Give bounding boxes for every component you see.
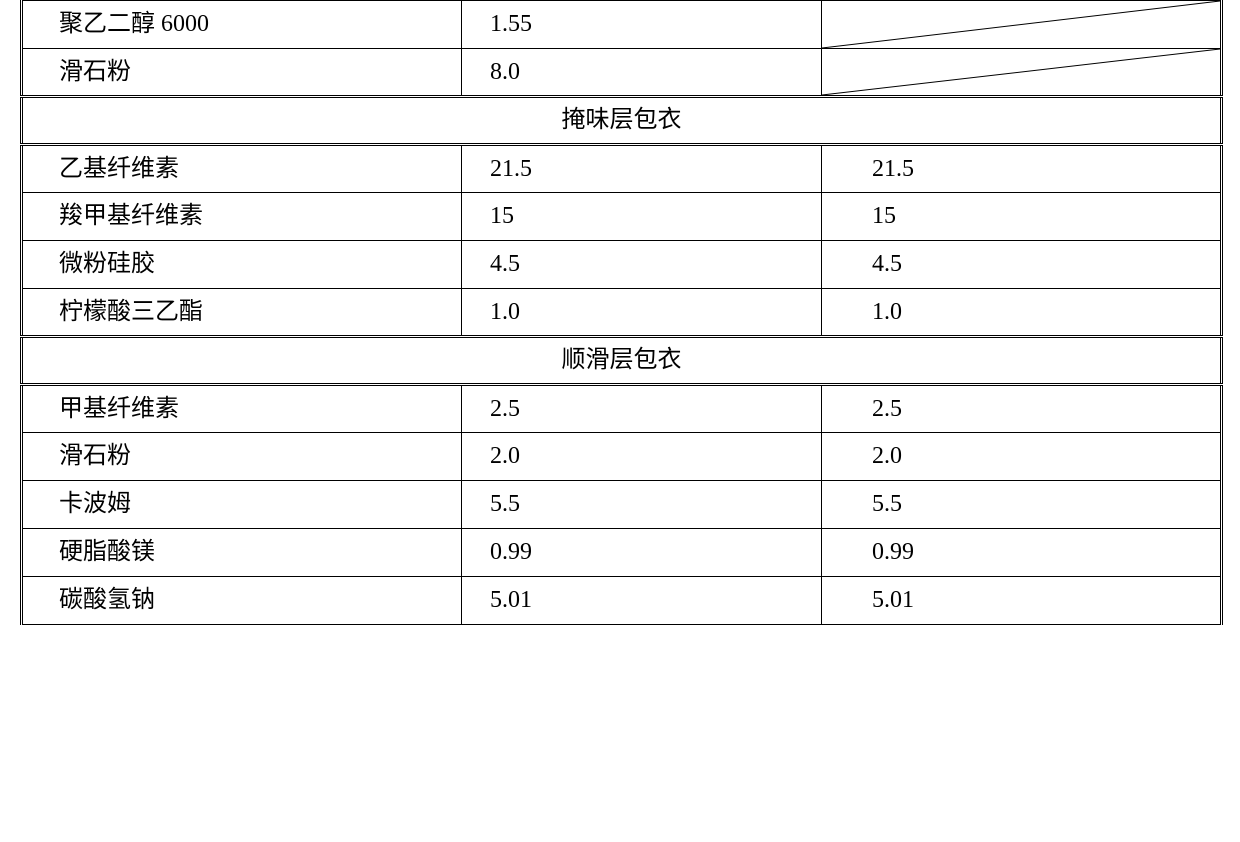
section-header: 掩味层包衣 [22,97,1222,145]
ingredient-name: 甲基纤维素 [22,385,462,433]
table-row: 卡波姆 5.5 5.5 [22,481,1222,529]
ingredient-name: 滑石粉 [22,433,462,481]
formulation-table: 聚乙二醇 6000 1.55 滑石粉 8.0 掩味层包衣 乙基纤维素 21.5 [20,0,1223,625]
table-row: 柠檬酸三乙酯 1.0 1.0 [22,289,1222,337]
ingredient-value-a: 1.55 [462,1,822,49]
ingredient-value-a: 8.0 [462,49,822,97]
ingredient-value-b: 21.5 [822,145,1222,193]
ingredient-name: 乙基纤维素 [22,145,462,193]
table-row: 微粉硅胶 4.5 4.5 [22,241,1222,289]
ingredient-value-b: 4.5 [822,241,1222,289]
ingredient-name: 碳酸氢钠 [22,577,462,625]
ingredient-value-a: 0.99 [462,529,822,577]
table-row: 聚乙二醇 6000 1.55 [22,1,1222,49]
ingredient-value-b: 1.0 [822,289,1222,337]
ingredient-value-a: 21.5 [462,145,822,193]
ingredient-name: 硬脂酸镁 [22,529,462,577]
ingredient-value-b: 2.0 [822,433,1222,481]
ingredient-name: 卡波姆 [22,481,462,529]
ingredient-value-b: 5.01 [822,577,1222,625]
ingredient-name: 柠檬酸三乙酯 [22,289,462,337]
cell-slash [822,49,1222,97]
ingredient-value-a: 2.0 [462,433,822,481]
ingredient-value-a: 2.5 [462,385,822,433]
table-row: 甲基纤维素 2.5 2.5 [22,385,1222,433]
ingredient-value-a: 5.5 [462,481,822,529]
section-title: 顺滑层包衣 [22,337,1222,385]
cell-slash [822,1,1222,49]
table-row: 碳酸氢钠 5.01 5.01 [22,577,1222,625]
ingredient-value-a: 15 [462,193,822,241]
section-title: 掩味层包衣 [22,97,1222,145]
page: 聚乙二醇 6000 1.55 滑石粉 8.0 掩味层包衣 乙基纤维素 21.5 [0,0,1240,842]
table-row: 滑石粉 8.0 [22,49,1222,97]
ingredient-value-b: 2.5 [822,385,1222,433]
section-header: 顺滑层包衣 [22,337,1222,385]
table-row: 乙基纤维素 21.5 21.5 [22,145,1222,193]
ingredient-name: 微粉硅胶 [22,241,462,289]
table-row: 羧甲基纤维素 15 15 [22,193,1222,241]
table-row: 硬脂酸镁 0.99 0.99 [22,529,1222,577]
ingredient-name: 滑石粉 [22,49,462,97]
ingredient-value-a: 4.5 [462,241,822,289]
ingredient-value-b: 5.5 [822,481,1222,529]
ingredient-name: 聚乙二醇 6000 [22,1,462,49]
table-row: 滑石粉 2.0 2.0 [22,433,1222,481]
ingredient-value-b: 15 [822,193,1222,241]
ingredient-value-b: 0.99 [822,529,1222,577]
ingredient-name: 羧甲基纤维素 [22,193,462,241]
ingredient-value-a: 5.01 [462,577,822,625]
ingredient-value-a: 1.0 [462,289,822,337]
